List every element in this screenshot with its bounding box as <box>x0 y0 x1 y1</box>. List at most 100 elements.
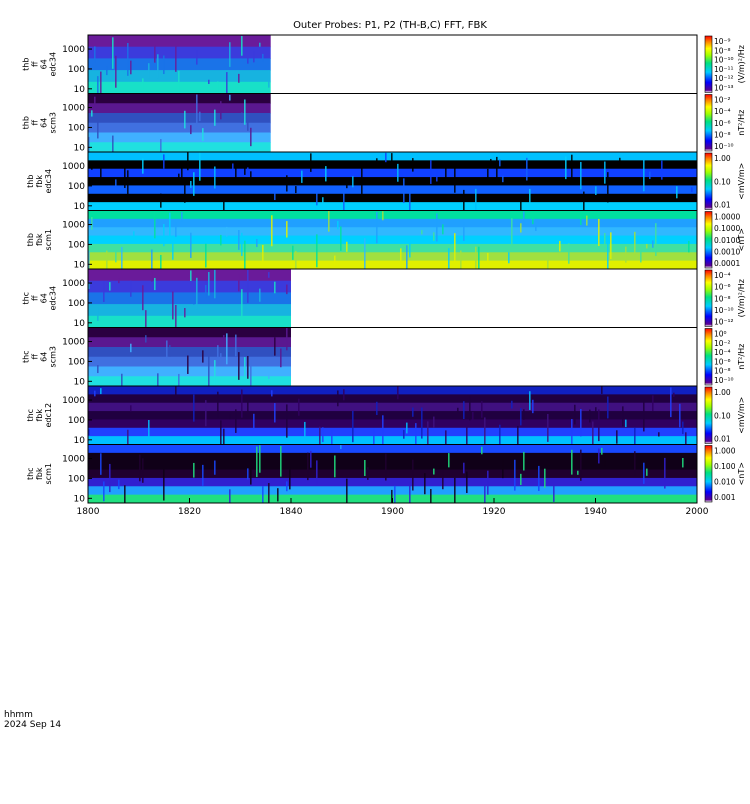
texture-stripe <box>106 250 108 269</box>
texture-stripe <box>442 224 444 235</box>
colorbar-tick-label: 10⁻¹⁰ <box>714 306 734 315</box>
panel-p5: 1000 100 10 thcff64edc34 10⁻⁴ 10⁻⁶ 10⁻⁸ 10⁻¹⁰ 10… <box>22 268 746 329</box>
spectral-band <box>88 376 291 387</box>
texture-stripe <box>373 428 375 445</box>
texture-stripe <box>592 421 594 445</box>
texture-stripe <box>232 163 234 172</box>
texture-stripe <box>247 118 249 131</box>
texture-stripe <box>547 413 549 442</box>
texture-stripe <box>100 453 102 475</box>
texture-stripe <box>250 171 252 185</box>
y-tick-label: 1000 <box>62 455 85 465</box>
texture-stripe <box>223 334 225 344</box>
texture-stripe <box>160 193 162 208</box>
texture-stripe <box>250 127 252 147</box>
texture-stripe <box>448 453 450 468</box>
texture-stripe <box>427 421 429 445</box>
panel-p3: 1000 100 10 thbfbkedc34 1.00 0.10 0.01 <mV/m> <box>26 151 746 212</box>
colorbar-tick-label: 10⁻¹³ <box>714 84 734 93</box>
texture-stripe <box>589 409 591 423</box>
texture-stripe <box>274 188 276 201</box>
texture-stripe <box>472 411 474 420</box>
texture-stripe <box>115 249 117 263</box>
texture-stripe <box>634 427 636 445</box>
spectrogram-texture <box>91 152 693 211</box>
texture-stripe <box>238 352 240 380</box>
texture-stripe <box>496 156 498 182</box>
texture-stripe <box>559 240 561 252</box>
texture-stripe <box>382 415 384 445</box>
texture-stripe <box>463 221 465 241</box>
texture-stripe <box>448 248 450 269</box>
texture-stripe <box>475 188 477 211</box>
texture-stripe <box>295 250 297 269</box>
spectral-band <box>88 402 697 412</box>
texture-stripe <box>334 455 336 478</box>
colorbar-tick-label: 10⁻¹⁰ <box>714 56 734 65</box>
texture-stripe <box>307 452 309 481</box>
texture-stripe <box>658 432 660 437</box>
texture-stripe <box>241 35 243 56</box>
y-tick-label: 1000 <box>62 45 85 55</box>
texture-stripe <box>286 284 288 295</box>
texture-stripe <box>502 175 504 183</box>
colorbar-tick-label: 10⁻¹⁰ <box>714 142 734 151</box>
texture-stripe <box>214 109 216 126</box>
texture-stripe <box>319 426 321 445</box>
texture-stripe <box>202 128 204 142</box>
spectral-band <box>88 411 697 420</box>
texture-stripe <box>208 272 210 296</box>
x-tick-label: 1800 <box>77 507 100 517</box>
texture-stripe <box>124 167 126 188</box>
texture-stripe <box>184 179 186 203</box>
texture-stripe <box>178 173 180 183</box>
texture-stripe <box>604 232 606 248</box>
texture-stripe <box>241 112 243 123</box>
texture-stripe <box>337 390 339 407</box>
y-tick-label: 10 <box>74 143 86 153</box>
panel-ylabel: thbff64edc34 <box>22 52 58 77</box>
texture-stripe <box>244 168 246 175</box>
texture-stripe <box>361 163 363 196</box>
texture-stripe <box>571 154 573 182</box>
texture-stripe <box>409 237 411 258</box>
panel-p2: 1000 100 10 thbff64scm3 10⁻² 10⁻⁴ 10⁻⁶ 10⁻⁸ 10⁻¹… <box>22 93 746 153</box>
texture-stripe <box>403 178 405 204</box>
y-tick-label: 100 <box>68 65 85 75</box>
texture-stripe <box>241 289 243 317</box>
texture-stripe <box>646 468 648 476</box>
texture-stripe <box>130 280 132 297</box>
texture-stripe <box>175 222 177 237</box>
texture-stripe <box>499 159 501 167</box>
spectrogram-texture <box>88 269 288 328</box>
texture-stripe <box>118 278 120 284</box>
texture-stripe <box>535 225 537 231</box>
texture-stripe <box>343 389 345 401</box>
texture-stripe <box>673 392 675 397</box>
texture-stripe <box>328 210 330 232</box>
texture-stripe <box>520 194 522 211</box>
texture-stripe <box>208 79 210 84</box>
panel-p6: 1000 100 10 thcff64scm3 10⁰10⁻²10⁻⁴10⁻⁶10⁻⁸1… <box>22 327 746 387</box>
y-tick-label: 10 <box>74 494 86 504</box>
texture-stripe <box>346 181 348 189</box>
texture-stripe <box>634 451 636 477</box>
spectral-band <box>88 210 697 220</box>
texture-stripe <box>154 211 156 239</box>
texture-stripe <box>406 422 408 434</box>
y-tick-label: 100 <box>68 123 85 133</box>
texture-stripe <box>127 170 129 199</box>
panel-ylabel: thcff64edc34 <box>22 286 58 311</box>
texture-stripe <box>196 50 198 65</box>
spectral-band <box>88 394 697 404</box>
texture-stripe <box>103 281 105 302</box>
texture-stripe <box>415 423 417 445</box>
texture-stripe <box>310 153 312 172</box>
colorbar-tick-label: 10⁻¹² <box>714 74 734 83</box>
texture-stripe <box>112 135 114 152</box>
texture-stripe <box>184 110 186 129</box>
texture-stripe <box>268 483 270 503</box>
texture-stripe <box>250 359 252 386</box>
texture-stripe <box>475 246 477 269</box>
